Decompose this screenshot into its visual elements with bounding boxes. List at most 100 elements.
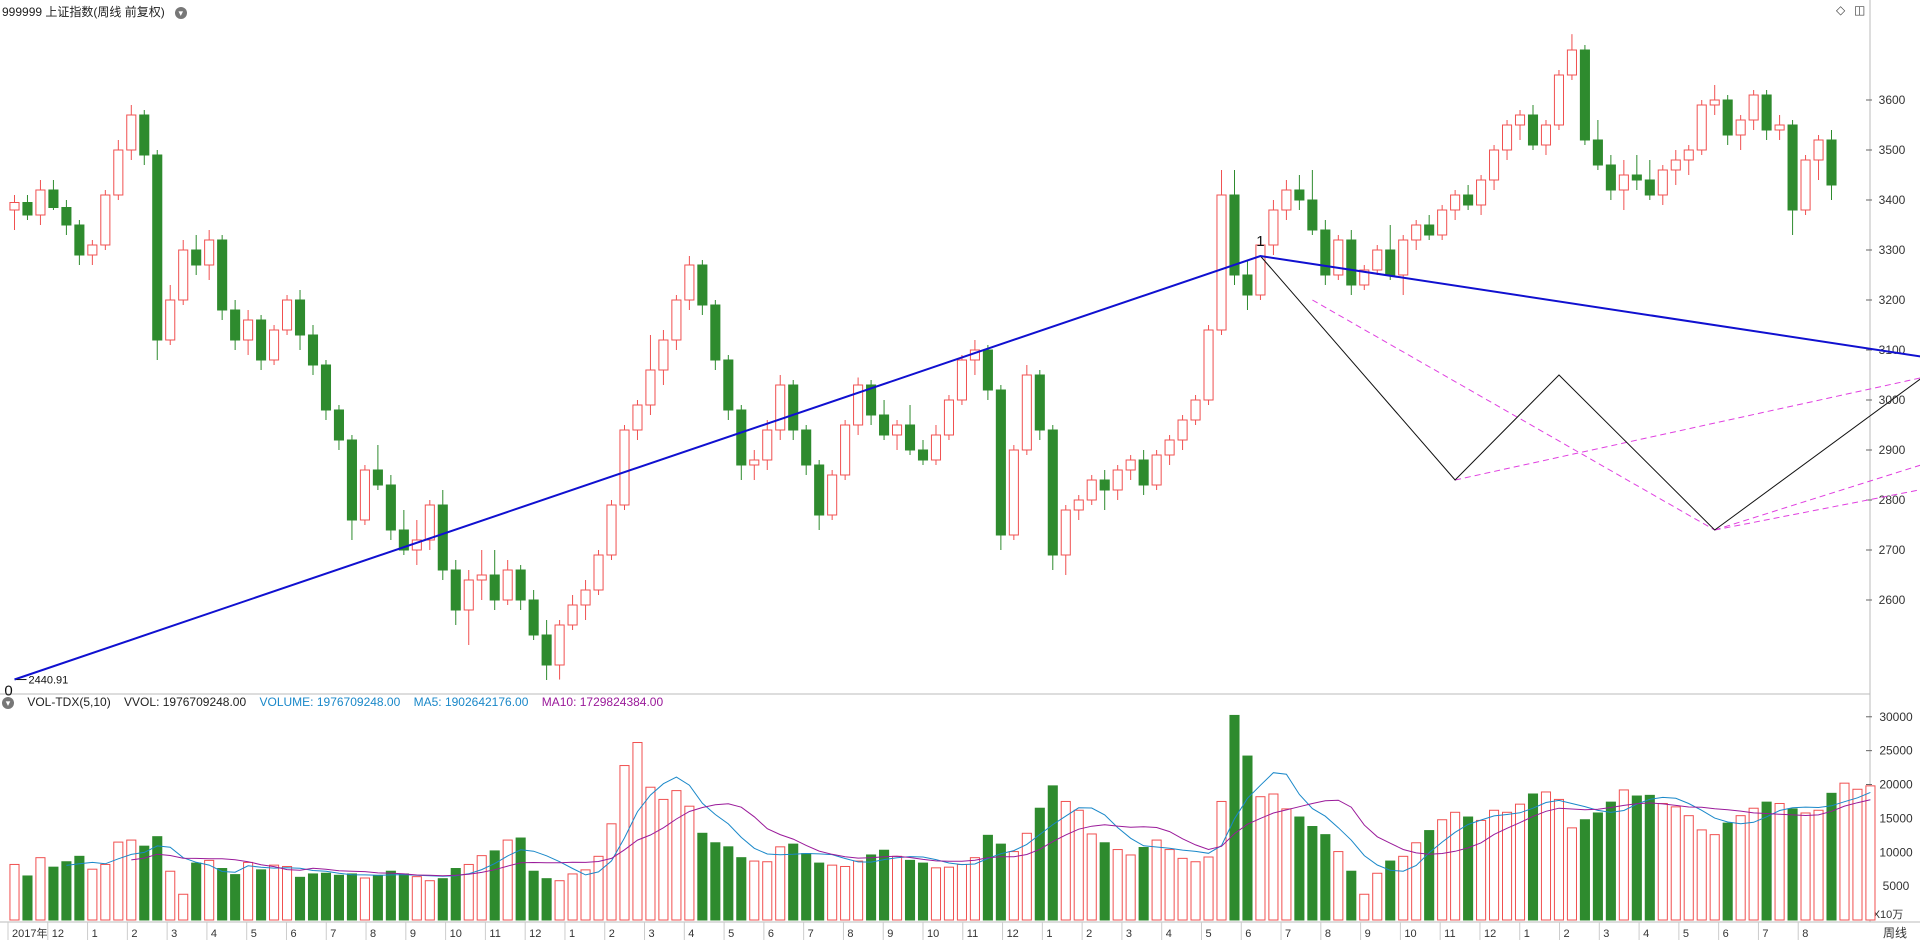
candle-body <box>1631 174 1642 181</box>
price-tick-label: 3500 <box>1879 143 1906 157</box>
candle-body <box>1761 94 1772 131</box>
candle-body <box>74 224 85 256</box>
candle-body <box>307 334 319 366</box>
volume-bar <box>879 849 890 921</box>
chevron-down-icon[interactable]: ▾ <box>174 6 187 19</box>
candle-body <box>1138 459 1149 486</box>
candle-body <box>1372 249 1383 271</box>
candle-body <box>840 424 851 476</box>
price-marker-label: 2440.91 <box>28 675 68 687</box>
candle-body <box>866 384 877 416</box>
volume-bar <box>1502 811 1513 921</box>
candle-body <box>1060 509 1071 556</box>
candle-body <box>593 554 604 591</box>
volume-bar <box>1359 893 1370 921</box>
volume-bar <box>1566 827 1577 921</box>
candle-body <box>554 624 565 666</box>
time-tick-label: 3 <box>1126 928 1132 940</box>
window-toggle-icon[interactable]: ◫ <box>1854 3 1866 17</box>
volume-bar <box>1813 809 1824 921</box>
volume-bar <box>450 868 461 921</box>
candle-body <box>1450 194 1461 211</box>
volume-bar <box>801 853 812 921</box>
time-tick-label: 6 <box>290 928 296 940</box>
sub-wave-line <box>1260 255 1920 531</box>
time-tick-label: 4 <box>688 928 694 940</box>
time-tick-label: 2 <box>131 928 137 940</box>
volume-bar <box>1683 815 1694 921</box>
volume-bar <box>684 805 695 921</box>
volume-bar <box>1385 860 1396 921</box>
candle-body <box>1489 149 1500 181</box>
volume-bar <box>606 823 617 921</box>
volume-bar <box>736 857 747 921</box>
volume-bar <box>1826 792 1837 921</box>
candle-body <box>930 434 942 461</box>
time-tick-label: 5 <box>1683 928 1689 940</box>
candle-body <box>1411 224 1422 241</box>
candle-body <box>1190 399 1201 421</box>
candle-body <box>1748 94 1759 121</box>
volume-bar <box>1553 798 1565 921</box>
volume-bar <box>840 865 851 921</box>
chart-title: 999999 上证指数(周线 前复权) <box>2 5 165 19</box>
candle-body <box>1099 479 1110 491</box>
price-tick-label: 3400 <box>1879 193 1906 207</box>
candle-body <box>1034 374 1045 431</box>
time-tick-label: 2 <box>1086 928 1092 940</box>
volume-tick-label: 25000 <box>1879 744 1913 758</box>
candle-body <box>1735 119 1746 136</box>
wave-label: 0 <box>4 683 12 700</box>
chevron-down-icon[interactable]: ▾ <box>2 696 14 709</box>
volume-bar <box>632 742 643 921</box>
candle-body <box>1021 374 1032 451</box>
candle-body <box>1514 114 1526 126</box>
volume-bar <box>1722 822 1733 921</box>
volume-bar <box>930 867 942 921</box>
candle-body <box>9 202 20 211</box>
volume-bar <box>35 857 46 921</box>
volume-bar <box>1514 803 1526 921</box>
candle-body <box>1709 99 1720 106</box>
candle-body <box>385 484 396 531</box>
candle-body <box>1787 124 1798 211</box>
volume-bar <box>1242 755 1253 921</box>
volume-bar <box>904 859 916 921</box>
volume-bar <box>1463 816 1474 921</box>
candle-body <box>1437 209 1448 236</box>
volume-bar <box>1294 816 1305 921</box>
diamond-icon[interactable]: ◇ <box>1836 3 1846 17</box>
candle-body <box>606 504 617 556</box>
volume-bar <box>1489 809 1500 921</box>
candle-body <box>1605 164 1616 191</box>
volume-tick-label: 20000 <box>1879 778 1913 792</box>
candle-body <box>827 474 838 516</box>
candle-body <box>697 264 708 306</box>
volume-bar <box>710 842 721 921</box>
volume-bar <box>204 859 215 921</box>
candle-body <box>1047 429 1058 556</box>
volume-bar <box>1008 851 1019 921</box>
candle-body <box>87 244 98 256</box>
volume-bar <box>230 874 241 921</box>
volume-bar <box>1255 796 1266 921</box>
volume-bar <box>126 839 137 921</box>
candle-body <box>346 439 357 521</box>
volume-bar <box>1229 714 1240 921</box>
volume-bar <box>282 865 293 921</box>
time-tick-label: 1 <box>92 928 98 940</box>
volume-bar <box>1073 809 1084 921</box>
volume-bar <box>1709 834 1720 921</box>
volume-bar <box>346 873 357 921</box>
volume-bar <box>476 855 487 921</box>
candle-body <box>1346 239 1357 286</box>
volume-bar <box>1527 793 1539 921</box>
volume-bar <box>217 868 228 921</box>
candle-body <box>191 249 202 266</box>
volume-header: ▾ VOL-TDX(5,10) VVOL: 1976709248.00 VOLU… <box>2 695 673 709</box>
volume-bar <box>178 893 189 921</box>
volume-bar <box>1657 802 1668 921</box>
candle-body <box>943 399 955 436</box>
candle-body <box>1540 124 1552 146</box>
